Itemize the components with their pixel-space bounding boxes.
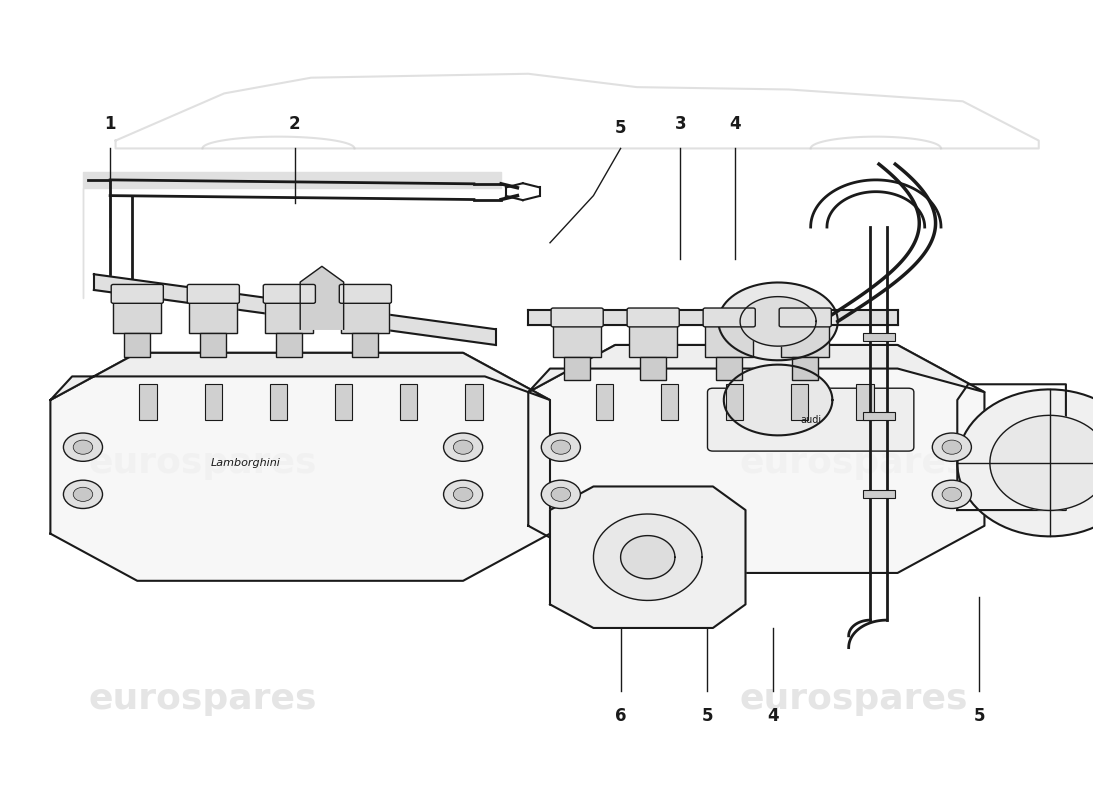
Text: 1: 1	[104, 114, 116, 133]
Circle shape	[551, 440, 571, 454]
Circle shape	[443, 433, 483, 462]
Text: 2: 2	[289, 114, 300, 133]
Polygon shape	[724, 365, 833, 435]
Polygon shape	[528, 345, 984, 573]
Polygon shape	[957, 390, 1100, 536]
Bar	[352, 333, 378, 357]
Circle shape	[541, 480, 581, 509]
Bar	[336, 384, 352, 420]
Bar	[124, 333, 151, 357]
Polygon shape	[51, 353, 550, 581]
Polygon shape	[990, 415, 1100, 510]
Text: 4: 4	[767, 706, 779, 725]
Circle shape	[942, 487, 961, 502]
Polygon shape	[740, 297, 816, 346]
FancyBboxPatch shape	[551, 308, 603, 327]
Text: eurospares: eurospares	[88, 682, 317, 716]
Bar	[781, 326, 829, 357]
Bar	[400, 384, 418, 420]
Circle shape	[933, 480, 971, 509]
Circle shape	[942, 440, 961, 454]
Bar	[465, 384, 483, 420]
Bar	[792, 357, 818, 380]
Bar	[200, 333, 227, 357]
Polygon shape	[718, 282, 838, 360]
Bar	[862, 333, 895, 341]
FancyBboxPatch shape	[339, 285, 392, 303]
Bar	[862, 412, 895, 420]
FancyBboxPatch shape	[111, 285, 163, 303]
Circle shape	[933, 433, 971, 462]
Circle shape	[443, 480, 483, 509]
Bar	[862, 490, 895, 498]
FancyBboxPatch shape	[703, 308, 756, 327]
Text: 6: 6	[615, 706, 626, 725]
Bar	[265, 302, 313, 333]
Text: 5: 5	[615, 118, 626, 137]
Bar	[640, 357, 667, 380]
Polygon shape	[550, 486, 746, 628]
Text: 5: 5	[702, 706, 713, 725]
Polygon shape	[594, 514, 702, 601]
Bar	[564, 357, 591, 380]
Bar	[595, 384, 613, 420]
Text: Lamborghini: Lamborghini	[211, 458, 280, 468]
Bar	[726, 384, 744, 420]
Text: 4: 4	[729, 114, 740, 133]
Text: 3: 3	[674, 114, 686, 133]
Circle shape	[74, 487, 92, 502]
FancyBboxPatch shape	[187, 285, 240, 303]
Circle shape	[74, 440, 92, 454]
Circle shape	[541, 433, 581, 462]
Polygon shape	[528, 345, 984, 392]
Bar	[189, 302, 238, 333]
Bar	[791, 384, 808, 420]
Bar	[140, 384, 157, 420]
Bar	[629, 326, 678, 357]
Circle shape	[453, 487, 473, 502]
Text: 5: 5	[974, 706, 984, 725]
Bar	[661, 384, 679, 420]
Bar	[276, 333, 303, 357]
Circle shape	[64, 433, 102, 462]
Text: audi: audi	[800, 414, 822, 425]
FancyBboxPatch shape	[263, 285, 316, 303]
Bar	[716, 357, 742, 380]
Bar	[553, 326, 601, 357]
FancyBboxPatch shape	[627, 308, 679, 327]
Circle shape	[453, 440, 473, 454]
Bar	[113, 302, 162, 333]
Bar	[205, 384, 222, 420]
Circle shape	[551, 487, 571, 502]
Text: eurospares: eurospares	[740, 446, 968, 480]
Bar	[341, 302, 389, 333]
Bar	[705, 326, 754, 357]
Circle shape	[64, 480, 102, 509]
Bar	[856, 384, 873, 420]
Polygon shape	[300, 266, 343, 330]
FancyBboxPatch shape	[779, 308, 832, 327]
FancyBboxPatch shape	[707, 388, 914, 451]
Polygon shape	[51, 353, 550, 400]
Text: eurospares: eurospares	[740, 682, 968, 716]
Text: eurospares: eurospares	[88, 446, 317, 480]
Polygon shape	[620, 536, 675, 579]
Bar	[270, 384, 287, 420]
